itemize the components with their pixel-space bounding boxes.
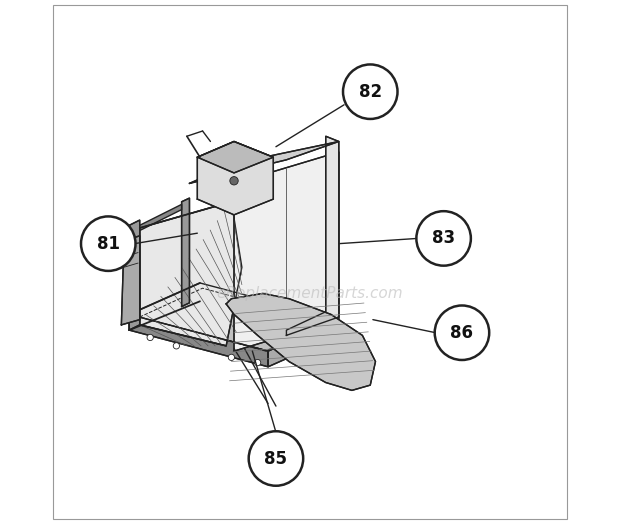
Text: eReplacementParts.com: eReplacementParts.com <box>216 286 404 301</box>
Text: 82: 82 <box>359 83 382 101</box>
Circle shape <box>254 359 261 366</box>
Polygon shape <box>140 204 182 231</box>
Circle shape <box>81 216 136 271</box>
Circle shape <box>343 64 397 119</box>
Text: 81: 81 <box>97 235 120 253</box>
Polygon shape <box>182 198 190 307</box>
Polygon shape <box>140 202 242 346</box>
Polygon shape <box>234 152 339 351</box>
Polygon shape <box>129 314 268 367</box>
Circle shape <box>147 334 153 341</box>
Polygon shape <box>129 283 339 351</box>
Polygon shape <box>122 236 140 325</box>
Polygon shape <box>197 141 273 215</box>
Polygon shape <box>197 141 273 173</box>
Circle shape <box>417 211 471 266</box>
Circle shape <box>230 177 238 185</box>
Polygon shape <box>226 293 376 390</box>
Circle shape <box>173 343 180 349</box>
Polygon shape <box>286 136 339 335</box>
Text: 85: 85 <box>265 450 288 467</box>
Text: 83: 83 <box>432 230 455 247</box>
Circle shape <box>435 305 489 360</box>
Polygon shape <box>268 320 339 367</box>
Text: 86: 86 <box>451 324 474 342</box>
Circle shape <box>249 431 303 486</box>
Polygon shape <box>190 141 339 183</box>
Polygon shape <box>129 220 140 330</box>
Circle shape <box>228 354 234 361</box>
